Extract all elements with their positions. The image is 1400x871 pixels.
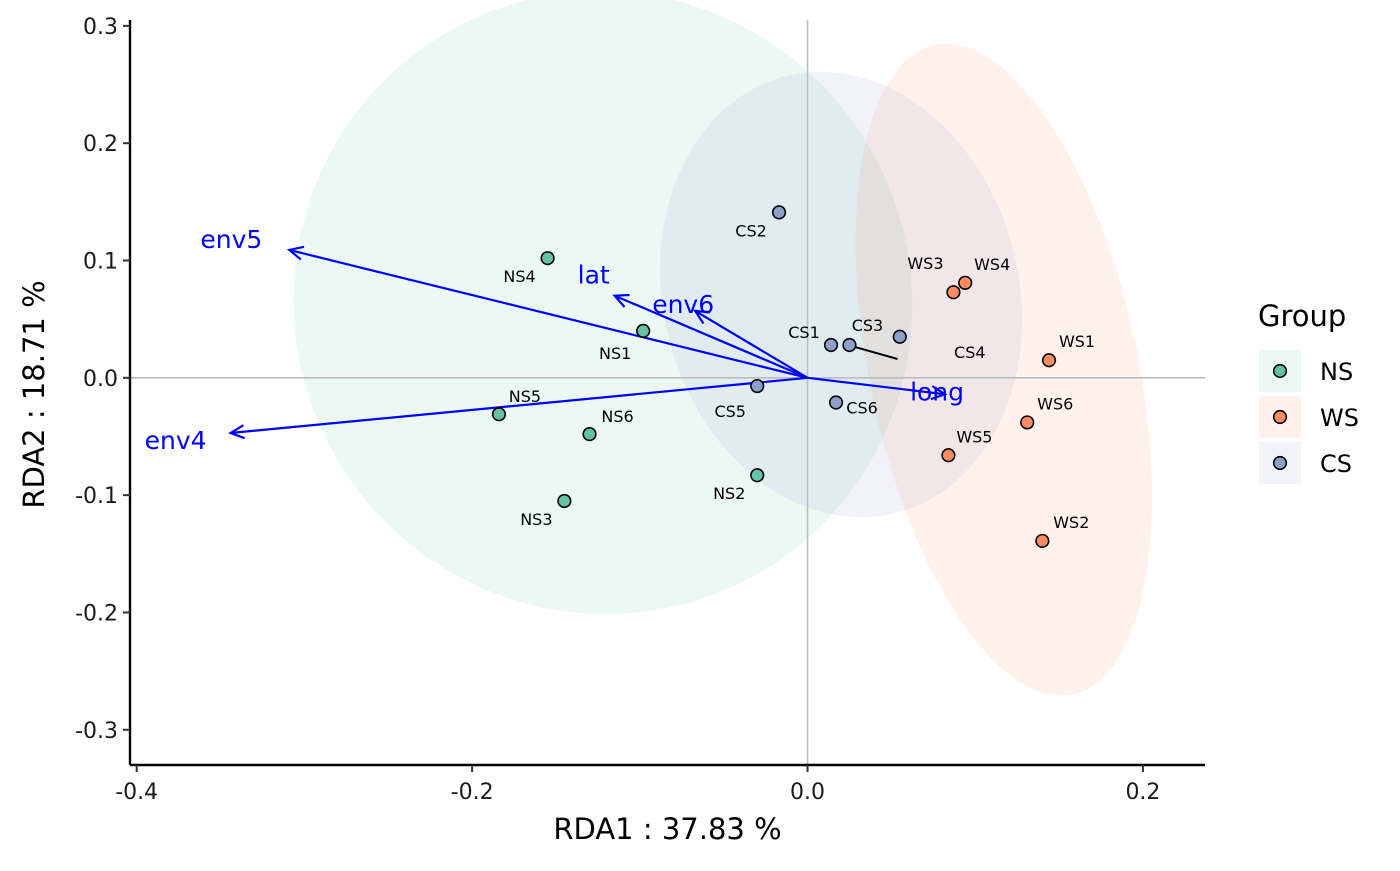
point-label-ns6: NS6 <box>601 407 633 426</box>
vector-env6 <box>694 310 809 379</box>
point-ws3 <box>946 285 961 300</box>
vector-env4 <box>230 376 808 435</box>
point-ns3 <box>557 493 572 509</box>
point-cs4 <box>892 329 907 344</box>
point-label-cs2: CS2 <box>735 221 767 240</box>
point-label-ws1: WS1 <box>1059 332 1095 351</box>
vector-label-lat: lat <box>578 261 610 290</box>
vector-label-long: long <box>910 377 964 406</box>
point-ws1 <box>1041 353 1057 368</box>
point-label-ws6: WS6 <box>1037 394 1073 413</box>
legend-label-cs: CS <box>1320 450 1352 478</box>
vector-arrowhead-long <box>930 385 948 401</box>
point-ns2 <box>750 468 765 483</box>
y-tick-label: 0.3 <box>83 15 118 40</box>
y-tick-label: 0.1 <box>83 250 118 275</box>
vector-label-env6: env6 <box>652 290 714 319</box>
point-ns1 <box>636 323 651 339</box>
x-tick-label: -0.2 <box>451 780 494 805</box>
point-ws6 <box>1020 415 1035 430</box>
point-label-ns2: NS2 <box>713 484 745 503</box>
point-label-cs4: CS4 <box>954 343 986 362</box>
point-label-ns4: NS4 <box>503 267 535 286</box>
label-leader-cs4 <box>851 345 898 360</box>
ellipse-ws <box>855 43 1153 696</box>
vector-lat <box>614 294 808 379</box>
x-axis-title: RDA1 : 37.83 % <box>553 812 781 846</box>
vector-label-env5: env5 <box>200 225 262 254</box>
point-ws5 <box>941 448 956 463</box>
point-label-ns1: NS1 <box>599 344 631 363</box>
y-tick-label: 0.2 <box>83 132 118 157</box>
point-label-cs3: CS3 <box>852 316 884 335</box>
vector-label-env4: env4 <box>145 426 207 455</box>
point-label-cs1: CS1 <box>788 323 820 342</box>
point-label-ws5: WS5 <box>956 427 992 446</box>
vector-arrowhead-env4 <box>228 424 246 440</box>
point-cs1 <box>823 337 839 353</box>
legend-label-ns: NS <box>1320 358 1353 386</box>
point-ws4 <box>958 275 973 290</box>
legend-title: Group <box>1258 299 1346 333</box>
y-tick-label: -0.3 <box>75 719 118 744</box>
point-ns5 <box>491 407 507 422</box>
point-cs3 <box>842 337 857 353</box>
vector-arrowhead-env5 <box>286 245 305 261</box>
ellipse-ns <box>293 0 913 615</box>
vector-long <box>807 376 946 396</box>
point-label-cs6: CS6 <box>846 398 878 417</box>
x-tick-label: -0.4 <box>115 780 158 805</box>
y-tick-label: 0.0 <box>83 367 118 392</box>
point-label-ws4: WS4 <box>974 255 1010 274</box>
point-label-ws2: WS2 <box>1053 513 1089 532</box>
x-tick-label: 0.2 <box>1125 780 1160 805</box>
x-tick-label: 0.0 <box>790 780 825 805</box>
point-ws2 <box>1035 533 1050 549</box>
point-cs5 <box>750 378 765 394</box>
vector-arrowhead-env6 <box>692 309 711 325</box>
y-tick-label: -0.2 <box>75 601 118 626</box>
point-label-ns3: NS3 <box>520 510 552 529</box>
point-cs6 <box>828 395 844 410</box>
legend-label-ws: WS <box>1320 404 1359 432</box>
point-ns6 <box>582 427 597 442</box>
vector-arrowhead-lat <box>612 293 630 308</box>
ellipse-cs <box>660 71 1022 518</box>
point-ns4 <box>540 251 555 266</box>
point-label-cs5: CS5 <box>714 402 746 421</box>
y-axis-title: RDA2 : 18.71 % <box>17 280 51 508</box>
point-cs2 <box>771 205 787 220</box>
point-label-ns5: NS5 <box>509 387 541 406</box>
y-tick-label: -0.1 <box>75 484 118 509</box>
vector-env5 <box>289 248 808 379</box>
legend-point-ws <box>1272 409 1288 425</box>
legend-point-cs <box>1272 455 1288 471</box>
legend-point-ns <box>1272 363 1288 379</box>
point-label-ws3: WS3 <box>907 254 943 273</box>
